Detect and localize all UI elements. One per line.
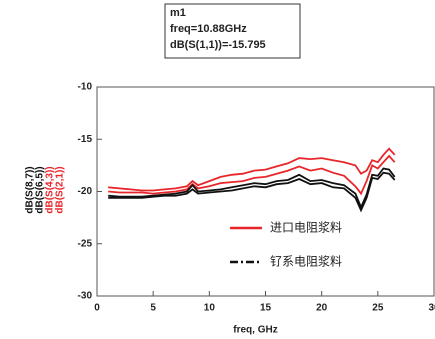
legend-label: 进口电阻浆料	[270, 220, 342, 235]
series-line	[108, 154, 396, 196]
legend-label: 钌系电阻浆料	[270, 254, 342, 269]
y-axis-label: dB(S(8,7))	[25, 166, 36, 213]
x-tick-label: 10	[204, 303, 216, 314]
y-tick-label: -25	[78, 238, 93, 249]
y-tick-label: -15	[78, 134, 93, 145]
marker-text: freq=10.88GHz	[170, 23, 247, 35]
x-tick-label: 20	[316, 303, 328, 314]
x-tick-label: 0	[94, 303, 100, 314]
series-line	[108, 167, 396, 210]
x-tick-label: 15	[260, 303, 272, 314]
x-tick-label: 25	[372, 303, 384, 314]
y-tick-label: -10	[78, 82, 93, 93]
y-axis-label: dB(S(6,5))	[35, 166, 46, 213]
plot-frame	[96, 86, 435, 297]
marker-text: m1	[170, 7, 186, 19]
y-axis-label: dB(S(4,3))	[45, 166, 56, 213]
y-tick-label: -30	[78, 291, 93, 302]
series-line	[108, 147, 396, 192]
series-line	[108, 171, 396, 213]
marker-box	[164, 3, 301, 59]
y-tick-label: -20	[78, 186, 93, 197]
x-axis-label: freq, GHz	[233, 325, 277, 336]
x-tick-label: 30	[428, 303, 435, 314]
marker-text: dB(S(1,1))=-15.795	[170, 39, 266, 51]
x-tick-label: 5	[150, 303, 156, 314]
y-axis-label: dB(S(2,1))	[55, 166, 66, 213]
